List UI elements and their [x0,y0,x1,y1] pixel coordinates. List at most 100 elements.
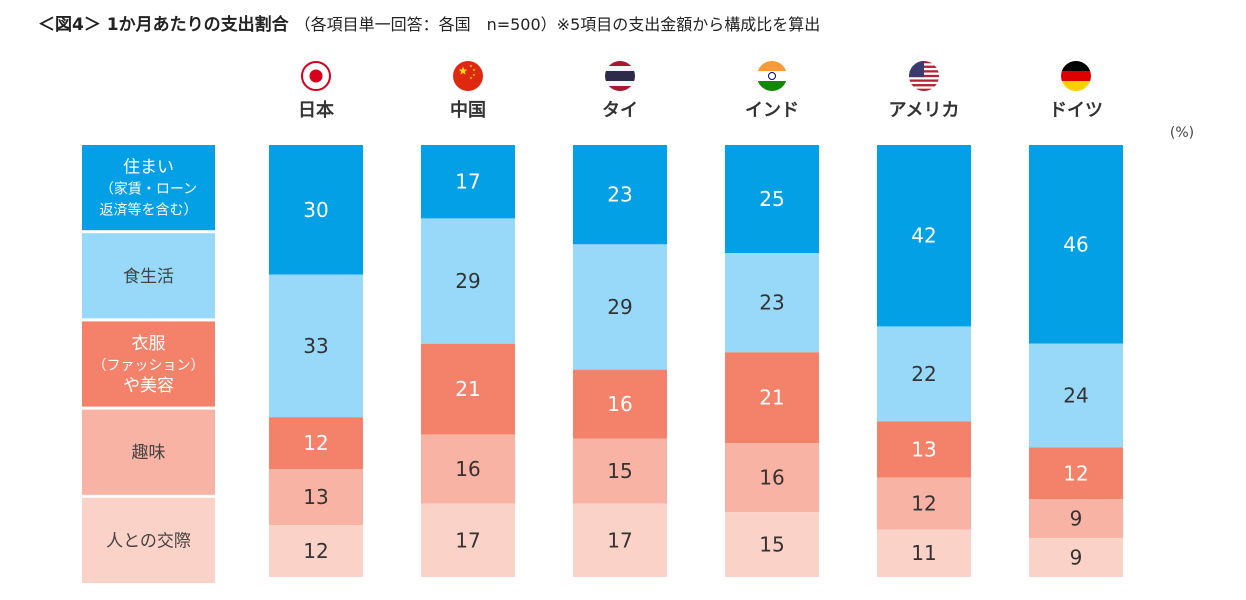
bar-group-6: 46 24 12 9 9 [1029,145,1123,577]
bar-segment [573,369,667,439]
bar-segment [421,434,515,504]
bar-segment [573,503,667,577]
legend-label: 人との交際 [106,531,191,551]
germany-flag-icon [1061,61,1091,91]
bar-segment [269,417,363,469]
bar-value-label: 13 [303,485,328,509]
legend-label: 趣味 [132,443,166,463]
bar-value-label: 17 [455,170,480,194]
category-label: 日本 [298,99,334,121]
bar-value-label: 23 [759,291,784,315]
bar-segment [725,253,819,353]
bar-segment [877,326,971,422]
bar-segment [573,145,667,245]
bar-segment [573,438,667,504]
bar-value-label: 23 [607,183,632,207]
bar-segment [877,529,971,577]
bar-segment [1029,145,1123,344]
thailand-flag-icon [605,61,635,91]
bar-segment [421,343,515,435]
bar-value-label: 12 [303,539,328,563]
chart-title: ＜図4＞ 1か月あたりの支出割合 （各項目単一回答：各国 n=500）※5項目の支… [38,10,820,35]
bar-segment [269,525,363,577]
chart-title-sub: （各項目単一回答：各国 n=500）※5項目の支出金額から構成比を算出 [294,15,821,34]
bar-segment [269,469,363,526]
bar-value-label: 11 [911,541,936,565]
china-flag-icon [453,61,483,91]
chart-title-main: ＜図4＞ 1か月あたりの支出割合 [38,15,289,35]
legend-label: 衣服 [132,334,166,354]
bar-value-label: 12 [1063,461,1088,485]
bar-group-2: 17 29 21 16 17 [421,145,515,577]
legend-swatch [82,409,215,495]
legend-item: 趣味 [82,409,215,495]
bar-value-label: 16 [455,457,480,481]
bar-segment [725,352,819,444]
category-label: ドイツ [1049,100,1103,121]
bar-value-label: 17 [607,528,632,552]
bar-value-label: 42 [911,224,936,248]
bar-value-label: 21 [759,386,784,410]
bar-value-label: 9 [1070,507,1083,531]
usa-flag-icon [909,61,939,91]
bar-value-label: 22 [911,362,936,386]
legend-label: （家賃・ローン [100,181,197,198]
category-label: インド [745,100,799,121]
bar-segment [421,503,515,577]
bar-segment [421,218,515,344]
bar-segment [1029,538,1123,577]
bar-segment [877,421,971,478]
legend-item: 食生活 [82,233,215,319]
bar-segment [725,512,819,577]
bar-value-label: 30 [303,198,328,222]
legend-label: （ファッション） [93,358,205,374]
legend-swatch [82,321,215,407]
category-label: タイ [602,100,638,121]
bar-value-label: 29 [455,269,480,293]
bar-value-label: 16 [759,466,784,490]
japan-flag-icon [301,61,331,91]
bar-group-5: 42 22 13 12 11 [877,145,971,577]
category-label: 中国 [450,99,486,121]
india-flag-icon [757,61,787,91]
bar-segment [877,477,971,530]
bar-value-label: 21 [455,377,480,401]
bar-value-label: 29 [607,295,632,319]
bar-value-label: 46 [1063,232,1088,256]
bar-value-label: 17 [455,528,480,552]
bar-segment [269,145,363,275]
bar-value-label: 13 [911,438,936,462]
bar-segment [1029,343,1123,448]
legend-item: 人との交際 [82,497,215,583]
bar-value-label: 12 [911,492,936,516]
bar-segment [573,244,667,370]
bar-segment [421,145,515,219]
legend-item: 衣服 （ファッション） や美容 [82,321,215,407]
unit-label: (%) [1170,125,1194,141]
bar-value-label: 16 [607,392,632,416]
legend-label: や美容 [123,376,174,396]
bar-value-label: 15 [759,533,784,557]
bar-segment [269,274,363,418]
bar-segment [725,443,819,513]
bar-group-1: 30 33 12 13 12 [269,145,363,577]
bar-segment [725,145,819,253]
legend-label: 住まい [123,158,174,178]
category-label: アメリカ [888,100,959,121]
bar-value-label: 25 [759,187,784,211]
bar-segment [1029,447,1123,500]
bar-group-4: 25 23 21 16 15 [725,145,819,577]
bar-value-label: 15 [607,459,632,483]
legend-swatch [82,497,215,583]
legend-label: 返済等を含む） [100,202,198,219]
bar-value-label: 9 [1070,546,1083,570]
bar-value-label: 12 [303,431,328,455]
bar-segment [877,145,971,327]
legend-swatch [82,233,215,319]
legend-label: 食生活 [123,267,174,287]
legend-swatch [82,145,215,231]
bar-value-label: 33 [303,334,328,358]
bar-group-3: 23 29 16 15 17 [573,145,667,577]
